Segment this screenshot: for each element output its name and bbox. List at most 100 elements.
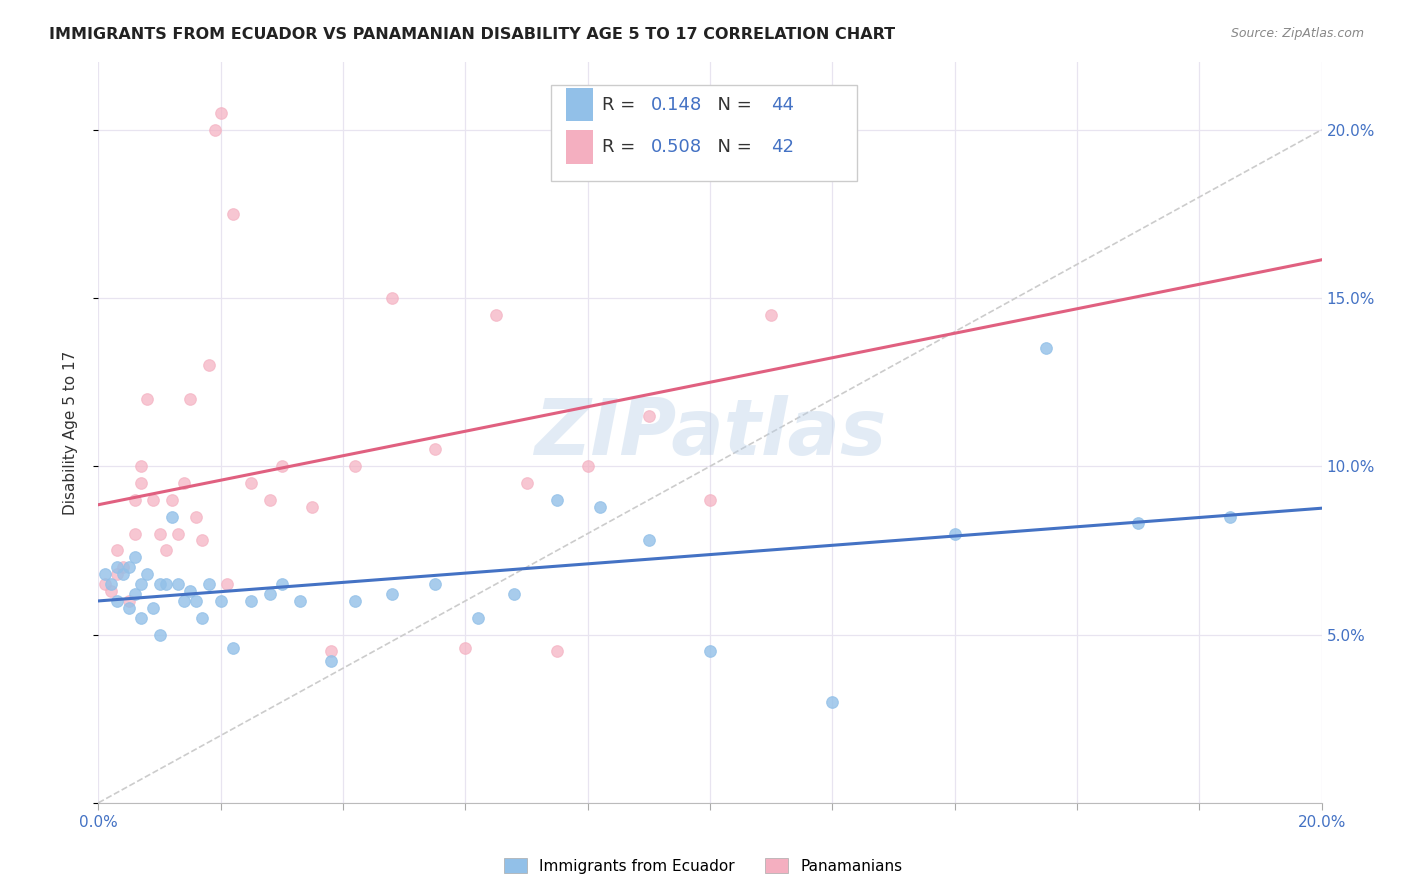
Point (503, 587, 526, 601)
Point (943, 526, 966, 541)
Point (423, 442, 446, 457)
Point (637, 409, 661, 423)
Point (467, 611, 489, 625)
Point (699, 644, 721, 658)
Point (142, 492, 165, 507)
Point (546, 644, 568, 658)
Text: ZIPatlas: ZIPatlas (534, 394, 886, 471)
Point (1128, 516, 1150, 531)
Point (485, 308, 508, 322)
Point (344, 459, 367, 474)
FancyBboxPatch shape (565, 88, 592, 121)
Point (118, 560, 141, 574)
Point (589, 500, 612, 514)
Point (129, 577, 152, 591)
Point (124, 550, 146, 565)
Point (215, 577, 238, 591)
FancyBboxPatch shape (565, 130, 592, 163)
Point (259, 587, 281, 601)
FancyBboxPatch shape (551, 85, 856, 181)
Point (149, 627, 172, 641)
Point (149, 526, 172, 541)
Point (186, 509, 208, 524)
Point (179, 583, 201, 598)
Point (191, 611, 214, 625)
Point (209, 594, 232, 608)
Text: R =: R = (602, 138, 641, 156)
Point (240, 594, 263, 608)
Text: 42: 42 (772, 138, 794, 156)
Point (105, 543, 128, 558)
Point (111, 566, 134, 581)
Point (118, 600, 141, 615)
Point (160, 492, 183, 507)
Point (1219, 509, 1241, 524)
Text: N =: N = (706, 138, 758, 156)
Text: N =: N = (706, 95, 758, 113)
Point (186, 594, 208, 608)
Point (155, 543, 177, 558)
Point (699, 492, 721, 507)
Point (129, 476, 152, 491)
Point (124, 587, 146, 601)
Point (270, 577, 292, 591)
Point (142, 600, 165, 615)
Point (301, 500, 323, 514)
Point (209, 106, 232, 120)
Point (222, 207, 245, 221)
Text: 0.148: 0.148 (651, 95, 703, 113)
Point (167, 577, 190, 591)
Point (167, 526, 190, 541)
Point (240, 476, 263, 491)
Point (111, 560, 134, 574)
Point (173, 476, 195, 491)
Point (454, 640, 477, 655)
Point (197, 359, 219, 373)
Text: 0.508: 0.508 (651, 138, 703, 156)
Point (136, 392, 159, 406)
Point (319, 655, 342, 669)
Point (173, 594, 195, 608)
Point (124, 526, 146, 541)
Point (100, 577, 122, 591)
Y-axis label: Disability Age 5 to 17: Disability Age 5 to 17 (63, 351, 77, 515)
Point (637, 533, 661, 548)
Text: 44: 44 (772, 95, 794, 113)
Point (423, 577, 446, 591)
Point (516, 476, 538, 491)
Text: Source: ZipAtlas.com: Source: ZipAtlas.com (1230, 27, 1364, 40)
Point (222, 640, 245, 655)
Point (204, 122, 226, 136)
Point (759, 308, 782, 322)
Point (129, 459, 152, 474)
Point (259, 492, 281, 507)
Point (160, 509, 183, 524)
Point (105, 560, 128, 574)
Point (319, 644, 342, 658)
Point (155, 577, 177, 591)
Point (105, 594, 128, 608)
Point (124, 492, 146, 507)
Point (344, 594, 367, 608)
Point (136, 566, 159, 581)
Point (105, 566, 128, 581)
Point (546, 492, 568, 507)
Point (191, 533, 214, 548)
Point (149, 577, 172, 591)
Point (100, 583, 122, 598)
Point (118, 594, 141, 608)
Point (129, 611, 152, 625)
Text: R =: R = (602, 95, 641, 113)
Point (576, 459, 599, 474)
Point (381, 587, 404, 601)
Point (93, 577, 115, 591)
Legend: Immigrants from Ecuador, Panamanians: Immigrants from Ecuador, Panamanians (498, 852, 908, 880)
Point (197, 577, 219, 591)
Point (381, 291, 404, 305)
Text: IMMIGRANTS FROM ECUADOR VS PANAMANIAN DISABILITY AGE 5 TO 17 CORRELATION CHART: IMMIGRANTS FROM ECUADOR VS PANAMANIAN DI… (49, 27, 896, 42)
Point (93, 566, 115, 581)
Point (821, 695, 844, 709)
Point (821, 122, 844, 136)
Point (179, 392, 201, 406)
Point (290, 594, 312, 608)
